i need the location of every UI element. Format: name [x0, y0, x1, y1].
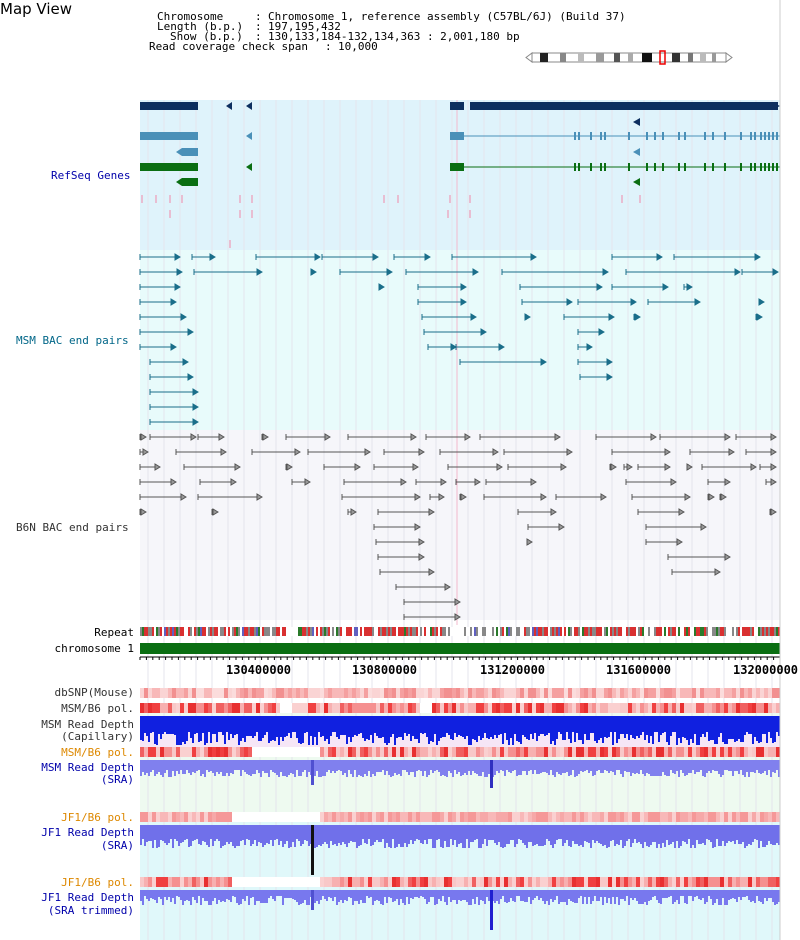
b6n-bac-track-label[interactable]: B6N BAC end pairs: [16, 521, 129, 534]
dbsnp-strip[interactable]: [140, 688, 780, 698]
show-label: Show (b.p.): [170, 30, 243, 43]
map-view-title: Map View: [0, 0, 73, 18]
b6n-bac-pairs[interactable]: [139, 433, 777, 621]
chromosome-bar[interactable]: [140, 643, 780, 654]
jf1-depth-sra-sublabel: (SRA): [100, 839, 134, 852]
jf1-trimmed-depth[interactable]: [140, 890, 780, 930]
msm-bac-pairs[interactable]: [139, 253, 779, 426]
axis-tick-label: 131600000: [606, 663, 672, 677]
msm-bac-track-bg: [140, 250, 780, 430]
position-axis: [139, 656, 781, 660]
msm-depth-sra-label[interactable]: MSM Read Depth: [41, 761, 134, 774]
axis-tick-label: 131200000: [480, 663, 546, 677]
repeat-track[interactable]: [140, 627, 780, 636]
length-colon: :: [255, 20, 262, 33]
dbsnp-label[interactable]: dbSNP(Mouse): [54, 686, 134, 699]
refseq-genes[interactable]: [140, 102, 780, 248]
refseq-track-bg: [140, 100, 780, 250]
msm-bac-track-label[interactable]: MSM BAC end pairs: [16, 334, 129, 347]
jf1-depth-trim-sublabel: (SRA trimmed): [47, 904, 134, 917]
chromosome-label: Chromosome: [157, 10, 224, 23]
chromosome-ideogram[interactable]: [525, 50, 733, 65]
refseq-track-label[interactable]: RefSeq Genes: [51, 169, 131, 182]
coverage-label: Read coverage check span: [149, 40, 308, 53]
msm-depth-cap-label[interactable]: MSM Read Depth: [41, 718, 134, 731]
length-value: 197,195,432: [268, 20, 341, 33]
grid-lines: [147, 100, 773, 940]
chromosome-track-label[interactable]: chromosome 1: [54, 642, 134, 655]
jf1-b6-pol-strip-1[interactable]: [140, 812, 780, 822]
axis-tick-label: 130800000: [352, 663, 418, 677]
b6n-bac-track-bg: [140, 430, 780, 620]
jf1-depth-trim-label[interactable]: JF1 Read Depth: [41, 891, 134, 904]
msm-b6-pol-label-2[interactable]: MSM/B6 pol.: [61, 746, 134, 759]
show-value: 130,133,184-132,134,363 : 2,001,180 bp: [268, 30, 520, 43]
msm-b6-pol-strip-2[interactable]: [140, 747, 780, 757]
show-colon: :: [255, 30, 262, 43]
coverage-colon: :: [325, 40, 332, 53]
chromosome-colon: :: [255, 10, 262, 23]
msm-b6-pol-strip-1[interactable]: [140, 703, 780, 713]
axis-tick-label: 130400000: [226, 663, 292, 677]
repeat-track-label[interactable]: Repeat: [94, 626, 134, 639]
jf1-sra-depth[interactable]: [140, 825, 780, 875]
chromosome-value: Chromosome 1, reference assembly (C57BL/…: [268, 10, 626, 23]
jf1-b6-pol-label-1[interactable]: JF1/B6 pol.: [61, 811, 134, 824]
coverage-value: 10,000: [338, 40, 378, 53]
msm-depth-cap-sublabel: (Capillary): [61, 730, 134, 743]
length-label: Length (b.p.): [157, 20, 244, 33]
jf1-b6-pol-strip-2[interactable]: [140, 877, 780, 887]
msm-b6-pol-label-1[interactable]: MSM/B6 pol.: [61, 702, 134, 715]
msm-sra-depth[interactable]: [140, 760, 780, 788]
jf1-depth-sra-label[interactable]: JF1 Read Depth: [41, 826, 134, 839]
jf1-b6-pol-label-2[interactable]: JF1/B6 pol.: [61, 876, 134, 889]
axis-tick-label: 132000000: [733, 663, 799, 677]
msm-depth-sra-sublabel: (SRA): [100, 773, 134, 786]
